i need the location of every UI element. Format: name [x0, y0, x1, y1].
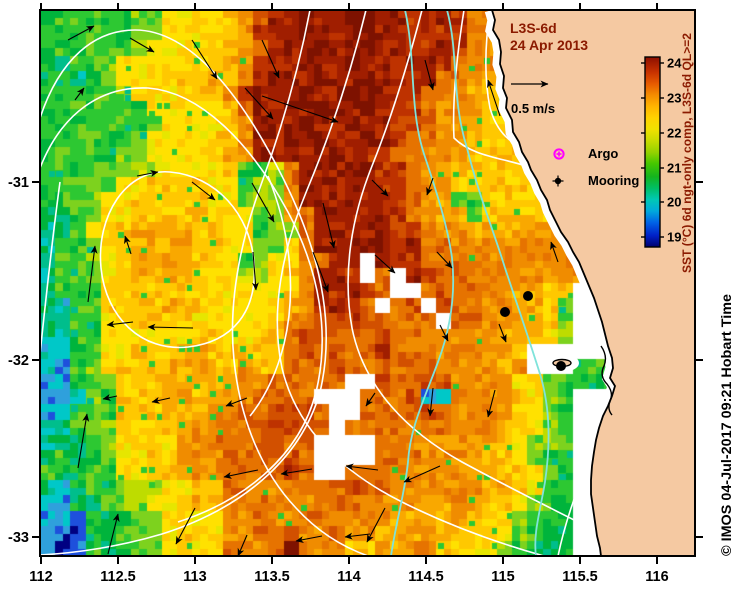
imos-watermark: © IMOS 04-Jul-2017 09:21 Hobart Time	[719, 293, 734, 556]
legend-argo-label: Argo	[588, 146, 619, 161]
current-vector-arrows	[67, 25, 559, 557]
axes-frame-ticks: 112 112.5 113 113.5 114 114.5 115 115.5 116 -31 -3…	[8, 3, 703, 585]
svg-text:115: 115	[491, 569, 514, 585]
legend-mooring-label: Mooring	[588, 173, 640, 188]
rotated-labels: SST (°C) 6d ngt-only comp, L3S-6d QL>=2 ©…	[680, 33, 734, 556]
mooring-markers	[500, 148, 566, 371]
svg-text:114: 114	[337, 569, 360, 585]
svg-text:21: 21	[667, 161, 681, 176]
svg-text:22: 22	[667, 126, 681, 141]
svg-text:115.5: 115.5	[562, 569, 598, 585]
svg-text:-33: -33	[8, 530, 29, 546]
svg-text:24: 24	[667, 56, 682, 71]
colorbar-title: SST (°C) 6d ngt-only comp, L3S-6d QL>=2	[680, 33, 694, 273]
svg-text:-31: -31	[8, 175, 29, 191]
svg-text:112: 112	[29, 569, 52, 585]
svg-text:23: 23	[667, 91, 681, 106]
reference-vector-label: 0.5 m/s	[511, 101, 556, 116]
svg-text:112.5: 112.5	[100, 569, 136, 585]
contour-lines	[39, 9, 601, 557]
date-label: 24 Apr 2013	[510, 37, 589, 53]
svg-text:19: 19	[667, 230, 681, 245]
svg-text:113.5: 113.5	[254, 569, 290, 585]
svg-text:116: 116	[645, 569, 668, 585]
land-coastline	[484, 7, 695, 557]
svg-text:114.5: 114.5	[408, 569, 444, 585]
svg-text:-32: -32	[8, 353, 29, 369]
colorbar: 24 23 22 21 20 19	[641, 56, 682, 248]
product-label: L3S-6d	[510, 20, 557, 36]
svg-text:20: 20	[667, 195, 681, 210]
svg-text:113: 113	[183, 569, 206, 585]
